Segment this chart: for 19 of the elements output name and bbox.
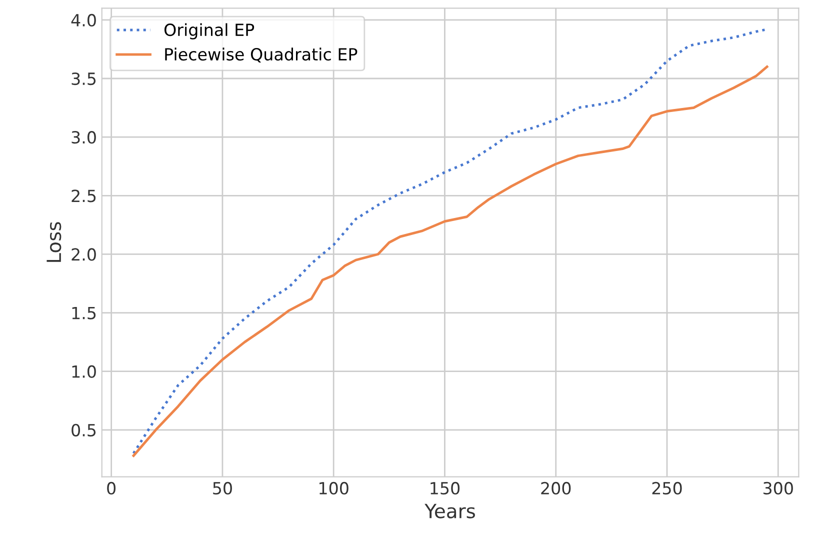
x-tick-label: 150 [430, 482, 460, 495]
x-tick-label: 250 [652, 482, 682, 495]
y-tick-label: 2.5 [72, 190, 96, 202]
y-axis-title: Loss [46, 222, 62, 262]
x-tick-label: 0 [107, 482, 116, 495]
legend-label: Original EP [164, 23, 254, 40]
y-tick-label: 2.0 [72, 248, 96, 261]
y-tick-label: 4.0 [71, 14, 96, 27]
x-tick-label: 300 [764, 482, 793, 495]
x-axis-title: Years [424, 504, 475, 518]
y-tick-label: 1.0 [72, 365, 96, 378]
y-tick-label: 1.5 [72, 306, 96, 320]
x-tick-label: 50 [213, 482, 232, 495]
legend-label: Piecewise Quadratic EP [165, 48, 358, 62]
y-tick-label: 3.5 [72, 72, 96, 86]
y-tick-label: 0.5 [72, 424, 96, 436]
x-tick-label: 100 [320, 482, 348, 495]
x-tick-label: 200 [541, 482, 571, 495]
y-tick-label: 3.0 [72, 131, 96, 144]
